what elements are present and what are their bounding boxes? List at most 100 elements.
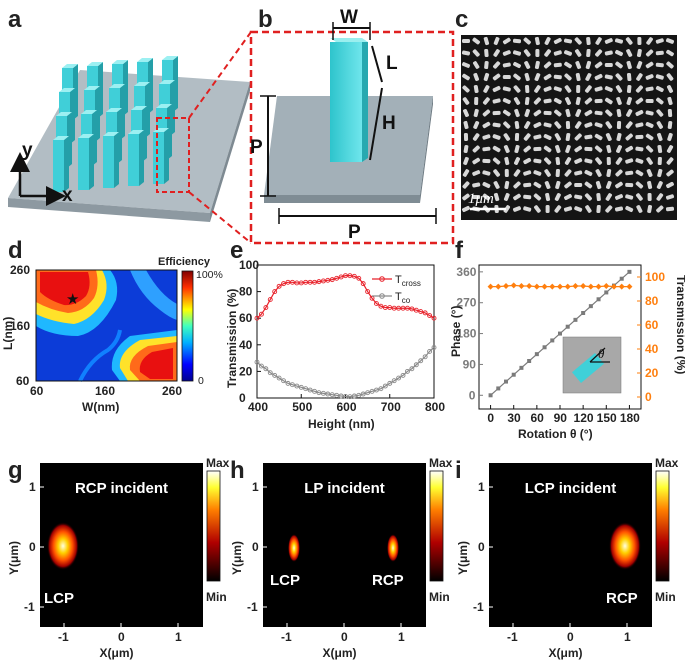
sem-pillar [635,134,644,140]
sem-pillar [625,145,634,153]
sem-pillar [474,96,479,106]
sem-pillar [483,36,490,46]
e-point [316,279,322,285]
sem-pillar [584,158,593,164]
sem-pillar [605,180,612,190]
pillar [53,136,69,192]
f-point-phase [527,359,532,363]
sem-pillar [535,49,540,57]
sem-pillar [492,122,501,128]
e-point [334,275,340,281]
sem-pillar [657,132,663,142]
sem-pillar [645,110,654,116]
e-point [281,378,286,384]
sem-pillar [564,169,572,177]
focal-colorbar [206,470,221,582]
e-point [303,386,309,392]
incident-title: RCP incident [75,480,168,497]
sem-pillar [606,144,612,154]
sem-pillar [645,74,654,80]
e-point [400,372,406,378]
f-ytick-right: 40 [645,342,659,356]
f-ytick-left: 0 [469,388,476,402]
sem-pillar [666,145,674,153]
sem-pillar [626,49,633,57]
sem-pillar [503,192,510,202]
sem-pillar [657,156,662,166]
sem-pillar [553,62,562,68]
f-ytick-right: 0 [645,390,652,404]
sem-pillar [512,38,522,44]
focal-xlabel: X(μm) [100,646,134,660]
d-xtick-2: 260 [162,384,182,398]
e-point [427,349,433,354]
e-point [422,354,428,360]
f-point-trans [495,283,502,290]
max-star: ★ [66,291,79,308]
e-xtick: 500 [292,400,312,414]
sem-pillar [523,49,531,57]
e-point [409,366,415,372]
sem-pillar [472,37,480,45]
focal-ytick: 0 [252,540,259,554]
sem-pillar [635,193,643,201]
e-point [365,289,371,295]
e-point [329,277,335,283]
sem-pillar [666,169,674,177]
sem-pillar [635,158,644,164]
sem-pillar [635,169,644,177]
sem-pillar [615,157,623,165]
sem-pillar [615,61,623,69]
e-series-line [256,275,435,319]
sem-pillar [615,73,623,81]
sem-pillar [604,97,613,105]
focal-ytick: 0 [29,540,36,554]
sem-pillar [533,181,542,189]
focal-ytick: -1 [247,600,258,614]
focal-ytick: -1 [24,600,35,614]
sem-pillar [585,60,592,70]
sem-pillar [473,72,480,82]
cb-max-label: 100% [196,269,223,281]
sem-pillar [483,72,490,82]
sem-pillar [626,109,633,117]
sem-pillar [513,193,521,201]
pillar [153,128,169,184]
sem-pillar [564,73,572,81]
sem-pillar [625,194,634,200]
sem-pillar [656,181,663,189]
sem-pillar [482,134,491,140]
focal-ytick: 0 [478,540,485,554]
sem-pillar [534,85,541,93]
sem-pillar [595,180,602,190]
sem-pillar [615,49,623,57]
sem-pillar [666,157,674,165]
sem-pillar [647,204,653,214]
sem-pillar [575,96,581,106]
sem-pillar [545,205,550,213]
e-point [329,392,335,398]
sem-pillar [513,85,521,93]
f-xtick: 90 [554,411,568,425]
sem-pillar [596,204,601,214]
sem-pillar [513,157,521,165]
sem-pillar [625,37,633,45]
sem-pillar [502,86,511,92]
sem-pillar [462,193,470,201]
sem-pillar [483,85,490,93]
sem-pillar [523,37,531,45]
dim-l: L [386,53,398,74]
efficiency-colorbar [181,270,194,382]
sem-pillar [524,61,531,69]
sem-pillar [666,181,674,189]
sem-pillar [502,74,511,80]
sem-pillar [463,156,469,166]
e-point [294,383,300,389]
sem-pillar [614,194,624,200]
sem-pillar [563,50,573,56]
sem-pillar [625,158,634,164]
focal-xtick: 0 [341,630,348,644]
sem-pillar [523,145,531,153]
sem-pillar [533,170,542,176]
sem-pillar [463,144,469,154]
